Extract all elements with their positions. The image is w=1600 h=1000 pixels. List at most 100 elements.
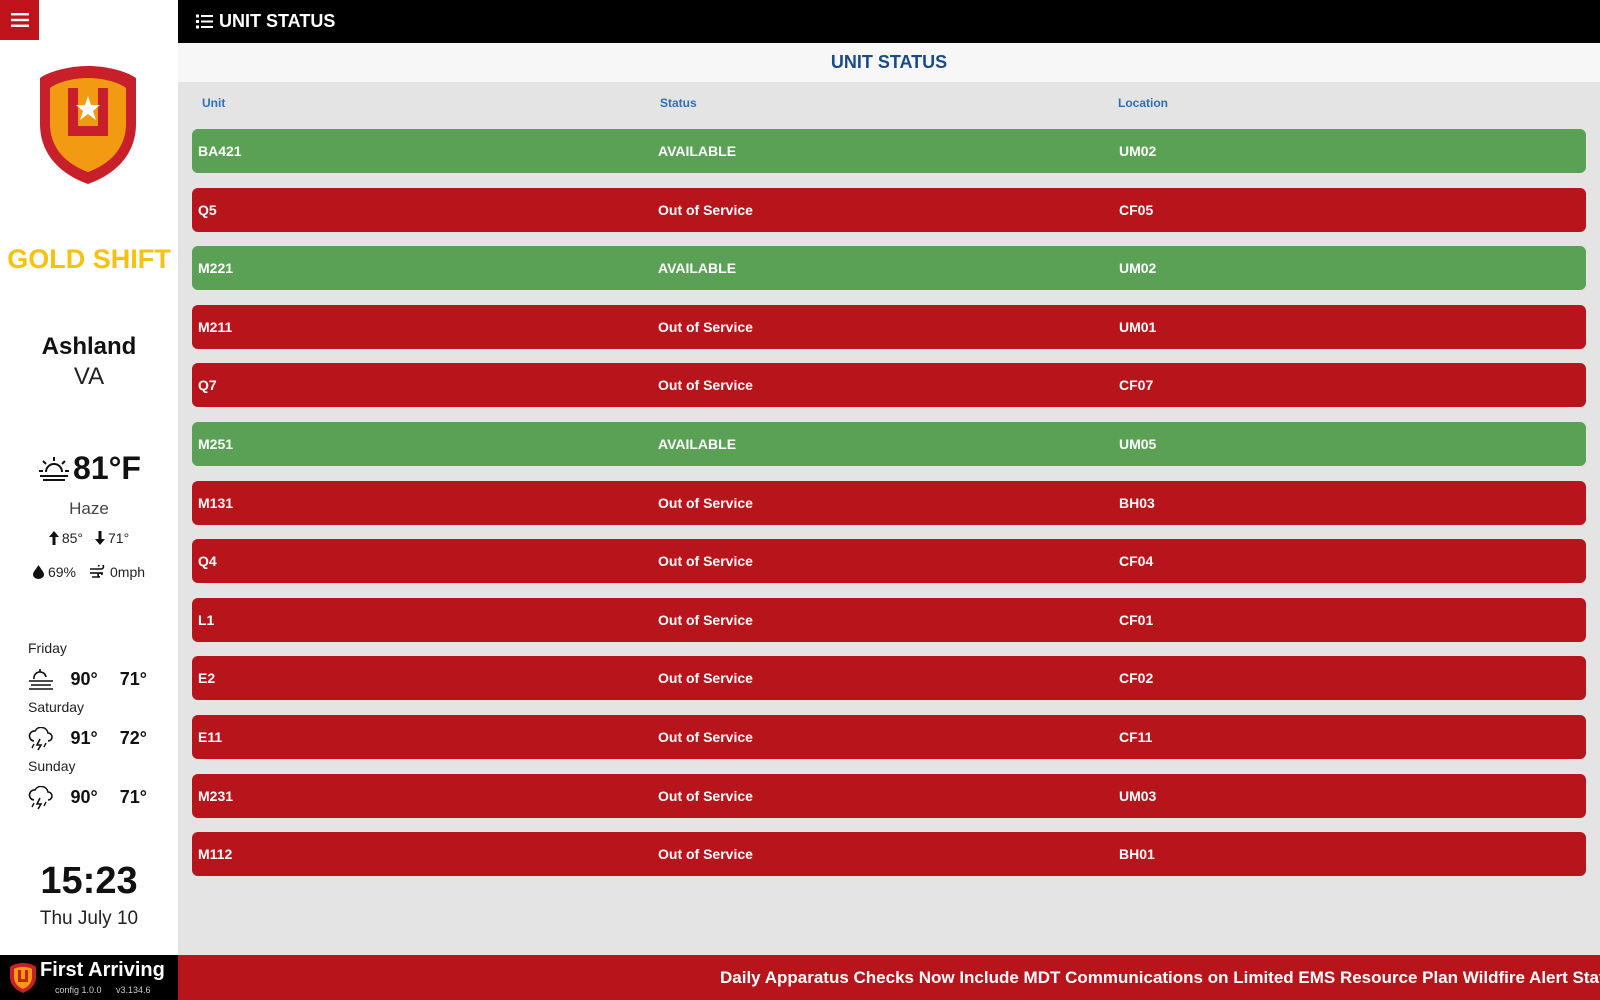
unit-cell: M231 [198,787,234,804]
unit-cell: M131 [198,494,234,511]
status-cell: Out of Service [658,201,753,218]
table-row[interactable]: Q7 Out of Service CF07 [192,363,1586,408]
hamburger-icon [10,13,29,27]
forecast-high: 90° [70,787,98,807]
location-cell: CF04 [1119,553,1154,570]
list-icon [196,14,213,29]
brand-name: First Arriving [40,959,165,981]
news-ticker: Daily Apparatus Checks Now Include MDT C… [178,955,1600,1000]
fog-icon [29,668,53,690]
wind-icon [90,565,105,578]
ticker-text: Daily Apparatus Checks Now Include MDT C… [720,968,1600,987]
unit-cell: Q7 [198,377,217,394]
unit-cell: Q5 [198,201,217,218]
humidity-wind: 69% 0mph [0,564,178,580]
table-row[interactable]: L1 Out of Service CF01 [192,597,1586,642]
location-cell: BH01 [1119,846,1155,863]
table-row[interactable]: M231 Out of Service UM03 [192,773,1586,818]
unit-status-table: BA421 AVAILABLE UM02 Q5 Out of Service CF05 M2… [192,129,1586,891]
status-cell: Out of Service [658,846,753,863]
table-row[interactable]: M131 Out of Service BH03 [192,480,1586,525]
forecast: Friday 90° 71° Saturday [28,640,158,817]
state-name: VA [73,363,105,390]
table-row[interactable]: E2 Out of Service CF02 [192,656,1586,701]
table-row[interactable]: M211 Out of Service UM01 [192,304,1586,349]
unit-cell: E2 [198,670,216,687]
location-cell: CF01 [1119,611,1154,628]
unit-cell: Q4 [198,553,217,570]
unit-cell: BA421 [198,143,242,159]
arrow-down-icon [95,531,105,545]
page-title: UNIT STATUS [830,52,948,72]
sidebar: GOLD SHIFT Ashland VA 81°F Haze 85° 71° … [0,0,178,955]
unit-cell: L1 [198,611,215,628]
location-cell: UM05 [1119,435,1157,452]
clock-time: 15:23 [40,860,138,902]
humidity-value: 69% [47,564,76,580]
forecast-low: 71° [119,669,147,689]
forecast-high: 91° [70,728,98,748]
forecast-day: Saturday [28,699,85,715]
first-arriving-logo-icon [10,963,36,993]
status-cell: AVAILABLE [658,143,737,159]
table-row[interactable]: Q5 Out of Service CF05 [192,187,1586,232]
current-temperature: 81°F [73,450,141,486]
table-row[interactable]: M251 AVAILABLE UM05 [192,421,1586,466]
location-cell: UM02 [1119,143,1157,159]
table-row[interactable]: M112 Out of Service BH01 [192,832,1586,877]
droplet-icon [32,565,44,579]
status-cell: Out of Service [658,318,753,335]
forecast-row: 91° 72° [28,719,158,758]
table-header: Unit Status Location [178,82,1600,124]
unit-cell: M221 [198,260,234,277]
status-cell: Out of Service [658,494,753,511]
unit-cell: M211 [198,318,233,335]
app-version: v3.134.6 [116,985,151,995]
table-row[interactable]: Q4 Out of Service CF04 [192,539,1586,584]
high-low: 85° 71° [0,530,178,546]
forecast-row: 90° 71° [28,778,158,817]
clock-date: Thu July 10 [39,908,139,929]
forecast-low: 72° [119,728,147,748]
table-row[interactable]: BA421 AVAILABLE UM02 [192,129,1586,173]
arrow-up-icon [48,531,59,545]
department-shield-logo [40,66,136,184]
status-cell: Out of Service [658,611,753,628]
forecast-row: 90° 71° [28,660,158,699]
status-cell: Out of Service [658,670,753,687]
forecast-day: Friday [28,640,67,656]
status-cell: Out of Service [658,728,753,745]
low-temperature: 71° [108,530,130,546]
config-version: config 1.0.0 [55,985,102,995]
forecast-day: Sunday [28,758,76,774]
table-row[interactable]: E11 Out of Service CF11 [192,714,1586,759]
city-name: Ashland [41,333,137,360]
location-cell: UM02 [1119,260,1157,277]
unit-cell: E11 [198,728,223,745]
current-weather: 81°F [0,450,178,487]
menu-button[interactable] [0,0,39,40]
location-cell: CF07 [1119,377,1154,394]
location-cell: CF02 [1119,670,1154,687]
location-cell: UM03 [1119,787,1157,804]
high-temperature: 85° [61,530,83,546]
unit-cell: M251 [198,435,234,452]
forecast-low: 71° [119,787,147,807]
app-title: UNIT STATUS [219,11,336,31]
wind-value: 0mph [110,564,146,580]
shift-label: GOLD SHIFT [7,244,171,274]
location-cell: BH03 [1119,494,1155,511]
location-cell: UM01 [1119,318,1157,335]
thunderstorm-icon [28,726,53,750]
haze-sun-icon [39,456,70,481]
status-cell: Out of Service [658,377,753,394]
unit-cell: M112 [198,846,233,863]
location-cell: CF05 [1119,201,1154,218]
table-row[interactable]: M221 AVAILABLE UM02 [192,246,1586,291]
status-cell: AVAILABLE [658,435,737,452]
forecast-high: 90° [70,669,98,689]
column-header-unit: Unit [202,96,226,110]
page-header: UNIT STATUS [178,43,1600,82]
footer-brand: First Arriving config 1.0.0 v3.134.6 [0,955,178,1000]
column-header-location: Location [1118,96,1168,110]
